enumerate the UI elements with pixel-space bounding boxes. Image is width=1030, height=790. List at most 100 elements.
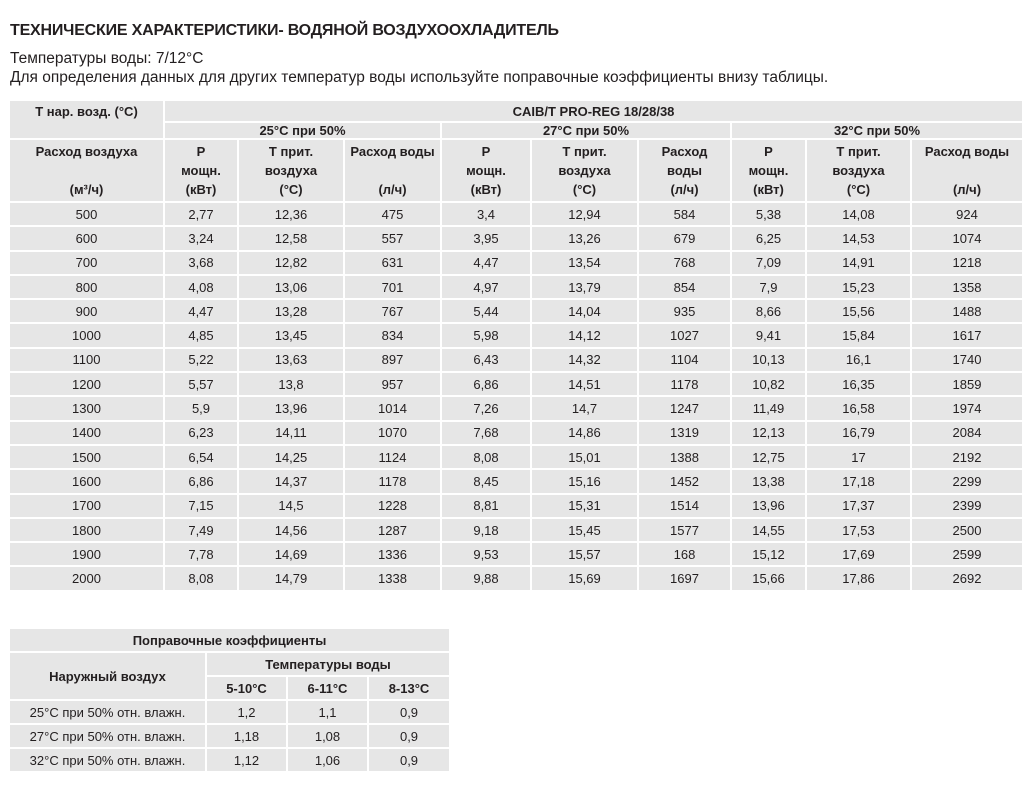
value-cell: 14,5 <box>237 492 345 519</box>
value-cell: 9,18 <box>440 516 532 544</box>
value-cell: 16,35 <box>805 371 912 398</box>
coef-row: 27°C при 50% отн. влажн. 1,18 1,08 0,9 <box>8 723 452 749</box>
value-cell: 2599 <box>910 541 1024 568</box>
value-cell: 17,18 <box>805 468 912 495</box>
value-cell: 15,84 <box>805 322 912 349</box>
value-cell: 1358 <box>910 273 1024 301</box>
header-line: P <box>196 144 206 159</box>
value-cell: 12,36 <box>237 200 345 228</box>
coefficient-cell: 1,18 <box>205 723 288 749</box>
value-cell: 17,37 <box>805 492 912 519</box>
value-cell: 14,11 <box>237 419 345 446</box>
value-cell: 834 <box>343 322 442 349</box>
value-cell: 16,58 <box>805 395 912 422</box>
condition-group-header: 32°C при 50% <box>730 121 1024 140</box>
value-cell: 14,08 <box>805 200 912 228</box>
header-line: воздуха <box>558 163 611 178</box>
value-cell: 8,66 <box>730 298 807 325</box>
value-cell: 6,54 <box>163 443 239 471</box>
header-line: P <box>764 144 773 159</box>
value-cell: 4,85 <box>163 322 239 349</box>
airflow-cell: 800 <box>8 273 165 301</box>
table-row: 700 3,68 12,82 631 4,47 13,54 768 7,09 14,91 1218 <box>8 249 1024 276</box>
water-temp-header: 5-10°C <box>205 675 288 701</box>
column-header: Расход воды (л/ч) <box>637 138 732 203</box>
value-cell: 3,68 <box>163 249 239 276</box>
value-cell: 6,23 <box>163 419 239 446</box>
value-cell: 13,63 <box>237 346 345 374</box>
coefficient-cell: 0,9 <box>366 747 452 773</box>
value-cell: 6,43 <box>440 346 532 374</box>
value-cell: 7,26 <box>440 395 532 422</box>
value-cell: 1617 <box>910 322 1024 349</box>
value-cell: 6,86 <box>163 468 239 495</box>
value-cell: 17,69 <box>805 541 912 568</box>
airflow-cell: 1300 <box>8 395 165 422</box>
table-row: 1700 7,15 14,5 1228 8,81 15,31 1514 13,96 17,37 2… <box>8 492 1024 519</box>
correction-coefficients-table: Поправочные коэффициенты Наружный воздух… <box>7 627 452 773</box>
coef-row: 25°C при 50% отн. влажн. 1,2 1,1 0,9 <box>8 699 452 725</box>
header-line <box>912 161 1022 180</box>
column-header: T прит. воздуха (°C) <box>530 138 639 203</box>
value-cell: 14,04 <box>530 298 639 325</box>
value-cell: 14,32 <box>530 346 639 374</box>
value-cell: 2084 <box>910 419 1024 446</box>
value-cell: 1247 <box>637 395 732 422</box>
value-cell: 8,08 <box>440 443 532 471</box>
value-cell: 3,4 <box>440 200 532 228</box>
table-row: 1600 6,86 14,37 1178 8,45 15,16 1452 13,38 17,18… <box>8 468 1024 495</box>
value-cell: 935 <box>637 298 732 325</box>
table-row: 1100 5,22 13,63 897 6,43 14,32 1104 10,13 16,1 17… <box>8 346 1024 374</box>
value-cell: 7,68 <box>440 419 532 446</box>
value-cell: 5,57 <box>163 371 239 398</box>
value-cell: 14,37 <box>237 468 345 495</box>
value-cell: 5,22 <box>163 346 239 374</box>
value-cell: 9,88 <box>440 565 532 592</box>
value-cell: 13,06 <box>237 273 345 301</box>
value-cell: 1287 <box>343 516 442 544</box>
header-line: мощн. <box>748 163 789 178</box>
value-cell: 2399 <box>910 492 1024 519</box>
water-temp-header: 6-11°C <box>286 675 369 701</box>
value-cell: 1070 <box>343 419 442 446</box>
value-cell: 9,53 <box>440 541 532 568</box>
value-cell: 15,66 <box>730 565 807 592</box>
value-cell: 10,13 <box>730 346 807 374</box>
table-row: 1200 5,57 13,8 957 6,86 14,51 1178 10,82 16,35 18… <box>8 371 1024 398</box>
value-cell: 7,09 <box>730 249 807 276</box>
value-cell: 15,57 <box>530 541 639 568</box>
value-cell: 16,79 <box>805 419 912 446</box>
value-cell: 15,45 <box>530 516 639 544</box>
outdoor-condition-cell: 32°C при 50% отн. влажн. <box>8 747 207 773</box>
column-header: T прит. воздуха (°C) <box>805 138 912 203</box>
airflow-cell: 1600 <box>8 468 165 495</box>
header-line: Расход воды <box>924 144 1010 159</box>
table-row: 1400 6,23 14,11 1070 7,68 14,86 1319 12,13 16,79… <box>8 419 1024 446</box>
value-cell: 14,91 <box>805 249 912 276</box>
column-header: T прит. воздуха (°C) <box>237 138 345 203</box>
model-header: CAIB/T PRO-REG 18/28/38 <box>163 99 1024 123</box>
value-cell: 17,86 <box>805 565 912 592</box>
value-cell: 8,81 <box>440 492 532 519</box>
airflow-cell: 700 <box>8 249 165 276</box>
header-line: (л/ч) <box>952 182 982 197</box>
value-cell: 168 <box>637 541 732 568</box>
value-cell: 13,28 <box>237 298 345 325</box>
value-cell: 13,96 <box>730 492 807 519</box>
header-line: воздуха <box>832 163 885 178</box>
coefficient-cell: 0,9 <box>366 723 452 749</box>
header-line: воды <box>667 163 702 178</box>
table-row: 1300 5,9 13,96 1014 7,26 14,7 1247 11,49 16,58 19… <box>8 395 1024 422</box>
value-cell: 5,38 <box>730 200 807 228</box>
value-cell: 12,82 <box>237 249 345 276</box>
value-cell: 13,45 <box>237 322 345 349</box>
airflow-header: Расход воздуха (м³/ч) <box>8 138 165 203</box>
outdoor-condition-cell: 27°C при 50% отн. влажн. <box>8 723 207 749</box>
coef-row: 32°C при 50% отн. влажн. 1,12 1,06 0,9 <box>8 747 452 773</box>
value-cell: 13,96 <box>237 395 345 422</box>
value-cell: 12,58 <box>237 225 345 252</box>
value-cell: 4,47 <box>440 249 532 276</box>
value-cell: 13,54 <box>530 249 639 276</box>
value-cell: 1228 <box>343 492 442 519</box>
